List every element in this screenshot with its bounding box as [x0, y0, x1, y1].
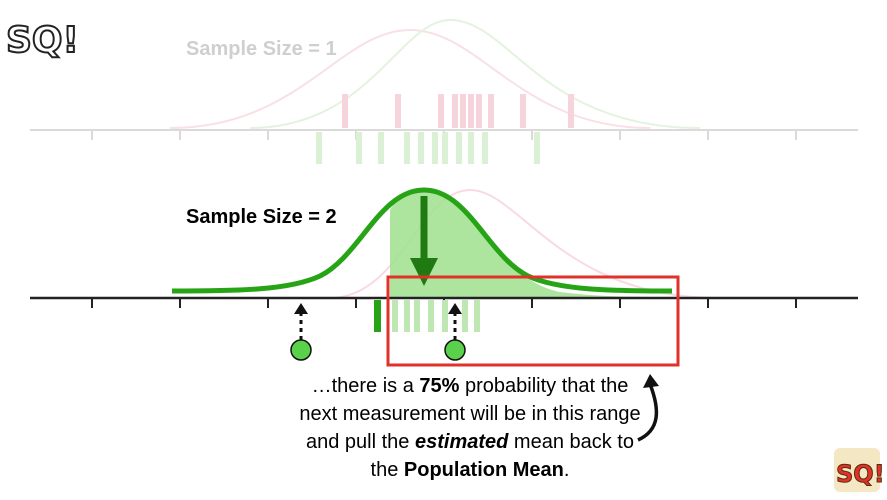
down-arrow [410, 196, 438, 286]
caption-line-2: next measurement will be in this range [299, 403, 641, 425]
caption-probability: 75% [419, 375, 460, 397]
range-highlight-box [386, 275, 680, 367]
caption-population-mean: Population Mean [403, 459, 564, 481]
faded-red-curve [169, 28, 651, 129]
curved-arrow [637, 374, 659, 442]
sample-size-1-label: Sample Size = 1 [186, 38, 337, 60]
svg-text:SQ!: SQ! [6, 20, 79, 61]
sampling-distribution-curve [171, 187, 673, 294]
faded-green-curve [249, 18, 701, 129]
caption-line-4: the Population Mean. [370, 459, 570, 481]
measurement-ticks [374, 300, 480, 332]
brand-logo-bottom: SQ! [834, 448, 885, 492]
svg-text:SQ!: SQ! [836, 460, 885, 488]
caption-line-1: …there is a 75% probability that the [311, 375, 629, 397]
faded-green-ticks [316, 132, 540, 164]
caption-estimated: estimated [414, 431, 509, 453]
caption: …there is a 75% probability that the nex… [240, 372, 700, 484]
faded-red-ticks [342, 94, 574, 128]
left-mean-marker [290, 303, 312, 361]
faded-top-section [30, 18, 858, 164]
right-mean-marker [444, 303, 466, 361]
brand-logo-top: SQ! [4, 2, 80, 68]
caption-line-3: and pull the estimated mean back to [306, 431, 634, 453]
shaded-probability-area [390, 190, 674, 298]
sample-size-2-label: Sample Size = 2 [186, 206, 337, 228]
